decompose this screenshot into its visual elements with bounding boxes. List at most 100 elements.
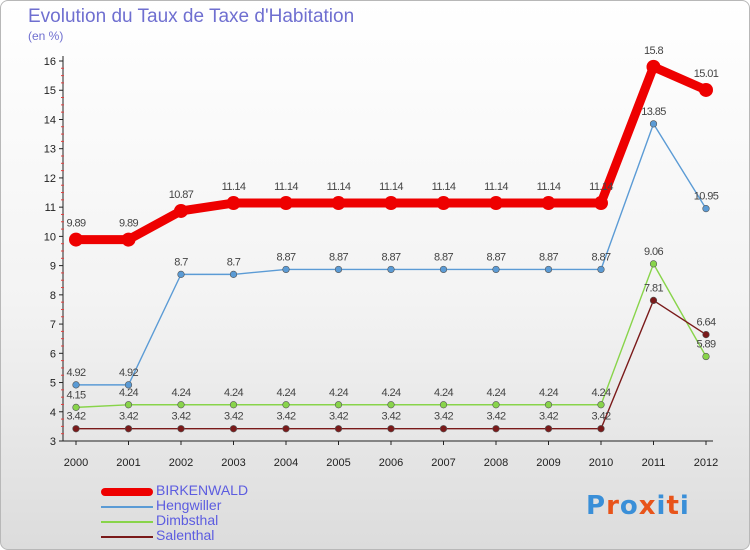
- data-label-birkenwald: 15.8: [644, 45, 663, 57]
- x-tick-label: 2009: [536, 457, 560, 469]
- data-point-hengwiller: [229, 270, 238, 278]
- data-point-hengwiller: [439, 265, 448, 274]
- data-point-hengwiller: [124, 381, 133, 389]
- data-point-hengwiller: [72, 381, 80, 389]
- data-point-salenthal: [597, 425, 605, 433]
- data-point-dimbsthal: [177, 401, 185, 409]
- data-label-dimbsthal: 9.06: [644, 246, 663, 258]
- legend-label: Salenthal: [156, 527, 215, 543]
- data-label-hengwiller: 8.7: [227, 256, 241, 268]
- data-point-dimbsthal: [334, 401, 343, 409]
- data-label-salenthal: 3.42: [119, 411, 138, 423]
- data-point-hengwiller: [649, 120, 658, 128]
- data-point-dimbsthal: [439, 401, 448, 409]
- data-label-hengwiller: 4.92: [66, 367, 85, 379]
- data-label-salenthal: 3.42: [434, 411, 453, 423]
- data-label-salenthal: 3.42: [224, 411, 243, 423]
- data-point-birkenwald: [279, 196, 293, 211]
- x-tick-label: 2010: [589, 457, 613, 469]
- series-line-salenthal: [75, 299, 707, 430]
- data-label-birkenwald: 15.01: [694, 68, 719, 80]
- data-label-hengwiller: 8.87: [276, 251, 295, 263]
- data-point-salenthal: [702, 331, 710, 339]
- data-label-birkenwald: 10.87: [169, 189, 194, 201]
- data-label-hengwiller: 8.87: [591, 251, 610, 263]
- data-label-salenthal: 3.42: [276, 411, 295, 423]
- y-tick-label: 7: [50, 319, 56, 331]
- data-label-dimbsthal: 4.24: [539, 387, 558, 399]
- data-label-birkenwald: 11.14: [589, 181, 613, 193]
- data-label-hengwiller: 8.87: [329, 251, 348, 263]
- logo-letter: t: [666, 491, 680, 521]
- legend-swatch: [101, 536, 153, 538]
- logo-letter: i: [656, 491, 667, 521]
- data-point-dimbsthal: [702, 352, 710, 361]
- data-point-dimbsthal: [124, 401, 133, 409]
- data-point-salenthal: [72, 425, 80, 433]
- data-label-salenthal: 3.42: [591, 411, 610, 423]
- x-tick-label: 2000: [64, 457, 88, 469]
- legend-swatch: [101, 521, 153, 523]
- data-label-hengwiller: 10.95: [694, 191, 719, 203]
- data-label-dimbsthal: 4.24: [486, 387, 505, 399]
- data-label-birkenwald: 11.14: [484, 181, 508, 193]
- data-label-birkenwald: 11.14: [432, 181, 456, 193]
- data-point-birkenwald: [69, 232, 83, 247]
- data-label-dimbsthal: 4.24: [329, 387, 348, 399]
- x-tick-label: 2004: [274, 457, 298, 469]
- logo-letter: P: [586, 491, 607, 521]
- x-tick-label: 2005: [326, 457, 350, 469]
- data-label-dimbsthal: 4.24: [591, 387, 610, 399]
- data-point-birkenwald: [541, 196, 556, 211]
- y-tick-label: 16: [44, 56, 56, 68]
- data-label-salenthal: 3.42: [539, 411, 558, 423]
- data-label-birkenwald: 11.14: [379, 181, 403, 193]
- x-tick-label: 2007: [431, 457, 455, 469]
- data-point-dimbsthal: [387, 401, 395, 409]
- y-tick-label: 5: [50, 378, 56, 390]
- data-point-dimbsthal: [544, 401, 553, 409]
- series-line-birkenwald: [71, 62, 711, 245]
- data-point-birkenwald: [331, 196, 346, 211]
- x-tick-label: 2012: [694, 457, 718, 469]
- data-point-hengwiller: [177, 270, 185, 278]
- data-point-birkenwald: [594, 196, 608, 211]
- data-label-birkenwald: 11.14: [537, 181, 561, 193]
- data-point-salenthal: [124, 425, 133, 433]
- legend-swatch: [101, 488, 153, 496]
- data-label-birkenwald: 9.89: [66, 218, 85, 230]
- data-point-birkenwald: [226, 196, 241, 211]
- data-point-birkenwald: [646, 59, 661, 74]
- data-point-hengwiller: [492, 265, 500, 274]
- data-label-hengwiller: 13.85: [641, 106, 666, 118]
- data-label-hengwiller: 4.92: [119, 367, 138, 379]
- data-point-birkenwald: [121, 232, 136, 247]
- chart-title: Evolution du Taux de Taxe d'Habitation: [28, 6, 355, 27]
- x-tick-label: 2011: [642, 457, 666, 469]
- data-point-dimbsthal: [649, 260, 658, 268]
- legend-swatch: [101, 506, 153, 508]
- y-tick-label: 12: [44, 173, 56, 185]
- data-point-dimbsthal: [597, 401, 605, 409]
- data-label-hengwiller: 8.87: [381, 251, 400, 263]
- data-point-salenthal: [649, 296, 658, 305]
- data-label-dimbsthal: 4.24: [276, 387, 295, 399]
- data-point-birkenwald: [174, 203, 188, 218]
- data-point-salenthal: [177, 425, 185, 433]
- chart-subtitle: (en %): [28, 29, 64, 43]
- data-label-dimbsthal: 4.24: [171, 387, 190, 399]
- y-tick-label: 8: [50, 290, 56, 302]
- y-tick-label: 14: [44, 114, 56, 126]
- data-label-birkenwald: 11.14: [274, 181, 298, 193]
- logo-letter: x: [638, 491, 657, 521]
- data-point-birkenwald: [384, 196, 398, 211]
- data-label-salenthal: 3.42: [381, 411, 400, 423]
- data-point-dimbsthal: [229, 401, 238, 409]
- logo-letter: r: [606, 491, 620, 521]
- data-point-dimbsthal: [282, 401, 290, 409]
- data-point-salenthal: [229, 425, 238, 433]
- data-point-salenthal: [282, 425, 290, 433]
- data-point-salenthal: [387, 425, 395, 433]
